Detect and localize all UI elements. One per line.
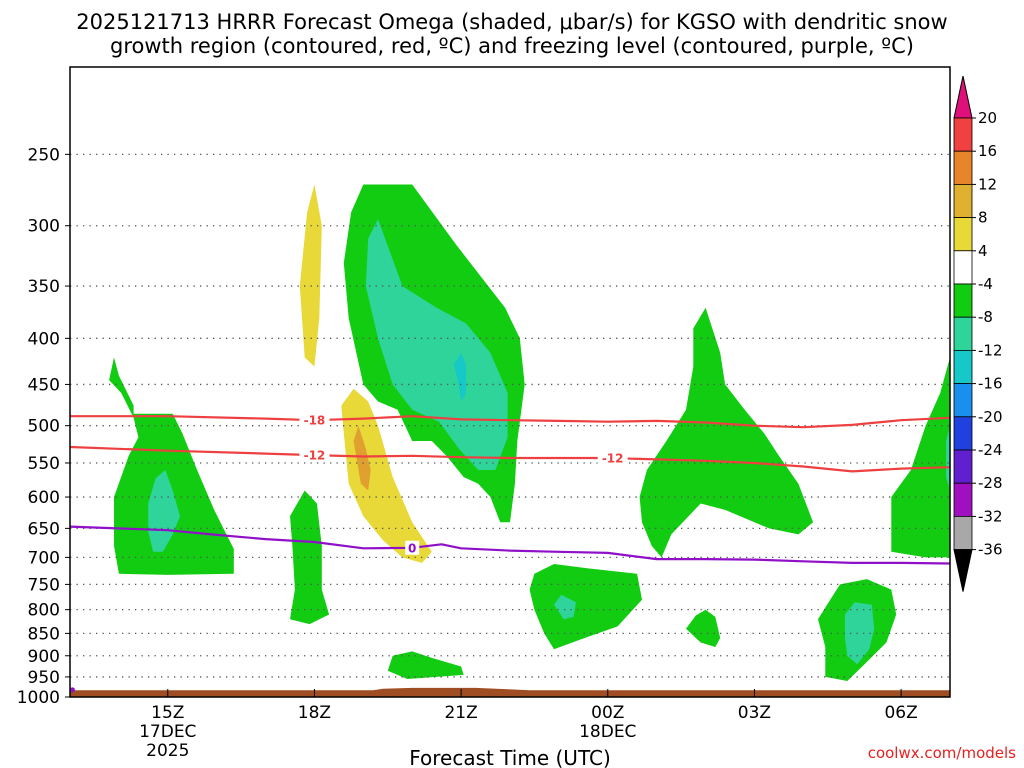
colorbar-top-arrow — [953, 75, 973, 119]
colorbar-label-11: -28 — [978, 474, 1003, 492]
cyan-core-21Z — [453, 352, 466, 402]
yellow-vertical-18Z — [299, 184, 322, 367]
teal-edge-06Z — [946, 425, 950, 491]
terrain-fill — [70, 687, 950, 697]
colorbar-bin-10 — [953, 449, 973, 484]
y-tick-label-350: 350 — [28, 277, 60, 297]
minus-12-contour-label-1: -12 — [602, 452, 624, 466]
minus-18-contour — [70, 415, 950, 429]
chart-title-line2: growth region (contoured, red, ºC) and f… — [110, 34, 914, 58]
colorbar: 20 16 12 8 4 -4 -8 -12 -16 -20 -24 -28 -32 -36 — [953, 75, 1003, 592]
colorbar-bin-3 — [953, 217, 973, 252]
colorbar-label-10: -24 — [978, 441, 1003, 459]
x-tick-label-18Z: 18Z — [298, 703, 331, 723]
colorbar-bin-4 — [953, 250, 973, 285]
colorbar-label-7: -12 — [978, 341, 1003, 359]
colorbar-label-13: -36 — [978, 541, 1003, 559]
plot-frame — [69, 66, 951, 698]
omega-shading-layer — [109, 184, 950, 681]
colorbar-bin-6 — [953, 316, 973, 351]
orange-core-1930Z — [353, 425, 371, 491]
y-tick-label-450: 450 — [28, 375, 60, 395]
contour-layer: -18 -12 -12 0 — [70, 413, 950, 693]
colorbar-bin-8 — [953, 383, 973, 418]
green-small-18Z — [290, 490, 330, 625]
y-tick-label-900: 900 — [28, 647, 60, 667]
colorbar-label-12: -32 — [978, 507, 1003, 525]
minus-18-contour-label-bg-0 — [299, 413, 330, 428]
y-tick-label-650: 650 — [28, 519, 60, 539]
colorbar-bin-1 — [953, 150, 973, 185]
y-tick-label-600: 600 — [28, 488, 60, 508]
y-tick-label-1000: 1000 — [17, 688, 60, 708]
colorbar-label-6: -8 — [978, 308, 993, 326]
colorbar-label-4: 4 — [978, 242, 988, 260]
teal-core-2330Z — [554, 594, 576, 620]
colorbar-bin-11 — [953, 482, 973, 517]
minus-18-contour-label-0: -18 — [304, 414, 326, 428]
colorbar-bin-7 — [953, 349, 973, 384]
colorbar-bin-0 — [953, 117, 973, 152]
colorbar-label-5: -4 — [978, 275, 993, 293]
y-tick-label-850: 850 — [28, 624, 60, 644]
freezing-surface-dot — [70, 687, 75, 693]
colorbar-label-8: -16 — [978, 375, 1003, 393]
x-tick-label-21Z: 21Z — [444, 703, 477, 723]
credit-link[interactable]: coolwx.com/models — [868, 744, 1016, 762]
teal-core-0530Z — [844, 602, 875, 665]
green-blob-2330Z — [529, 564, 642, 650]
green-small-0230Z — [686, 609, 721, 647]
minus-12-contour-label-bg-0 — [299, 448, 330, 463]
chart-title-line1: 2025121713 HRRR Forecast Omega (shaded, … — [76, 10, 947, 34]
y-tick-label-750: 750 — [28, 575, 60, 595]
x-tick-label-06Z: 06Z — [884, 703, 917, 723]
y-tick-label-950: 950 — [28, 668, 60, 688]
colorbar-label-3: 8 — [978, 209, 988, 227]
zero-freezing-contour-label-bg-0 — [405, 540, 420, 555]
x-axis-label: Forecast Time (UTC) — [409, 746, 611, 768]
minus-12-contour-label-0: -12 — [304, 449, 326, 463]
y-tick-label-700: 700 — [28, 548, 60, 568]
y-tick-label-400: 400 — [28, 329, 60, 349]
colorbar-bin-12 — [953, 516, 973, 551]
colorbar-bin-9 — [953, 416, 973, 451]
x-tick-date-00Z: 18DEC — [579, 722, 636, 742]
yellow-blob-1930Z — [341, 388, 432, 563]
y-tick-label-300: 300 — [28, 217, 60, 237]
x-tick-date-15Z: 17DEC — [139, 722, 196, 742]
x-tick-label-00Z: 00Z — [591, 703, 624, 723]
y-tick-label-250: 250 — [28, 145, 60, 165]
x-tick-label-15Z: 15Z — [151, 703, 184, 723]
x-tick-year-15Z: 2025 — [146, 741, 189, 761]
zero-freezing-contour — [70, 525, 950, 565]
green-lobe-1 — [109, 357, 234, 575]
green-edge-06Z — [891, 357, 950, 558]
pressure-axis: 250 300 350 400 450 500 550 600 650 700 750 800 850 9… — [17, 145, 70, 708]
colorbar-label-0: 20 — [978, 109, 997, 127]
teal-core-21Z — [365, 219, 508, 470]
minus-12-contour-label-bg-1 — [597, 451, 628, 466]
green-small-2030Z — [387, 651, 464, 679]
colorbar-label-2: 12 — [978, 175, 997, 193]
colorbar-label-1: 16 — [978, 142, 997, 160]
y-tick-label-550: 550 — [28, 454, 60, 474]
colorbar-label-9: -20 — [978, 408, 1003, 426]
terrain-layer — [70, 687, 950, 697]
minus-12-contour — [70, 445, 950, 473]
x-tick-label-03Z: 03Z — [738, 703, 771, 723]
zero-freezing-contour-label-0: 0 — [408, 541, 416, 555]
colorbar-bin-5 — [953, 283, 973, 318]
colorbar-bin-2 — [953, 183, 973, 218]
colorbar-bottom-arrow — [953, 549, 973, 592]
y-tick-label-500: 500 — [28, 417, 60, 437]
green-large-02Z — [639, 307, 814, 558]
y-tick-label-800: 800 — [28, 601, 60, 621]
